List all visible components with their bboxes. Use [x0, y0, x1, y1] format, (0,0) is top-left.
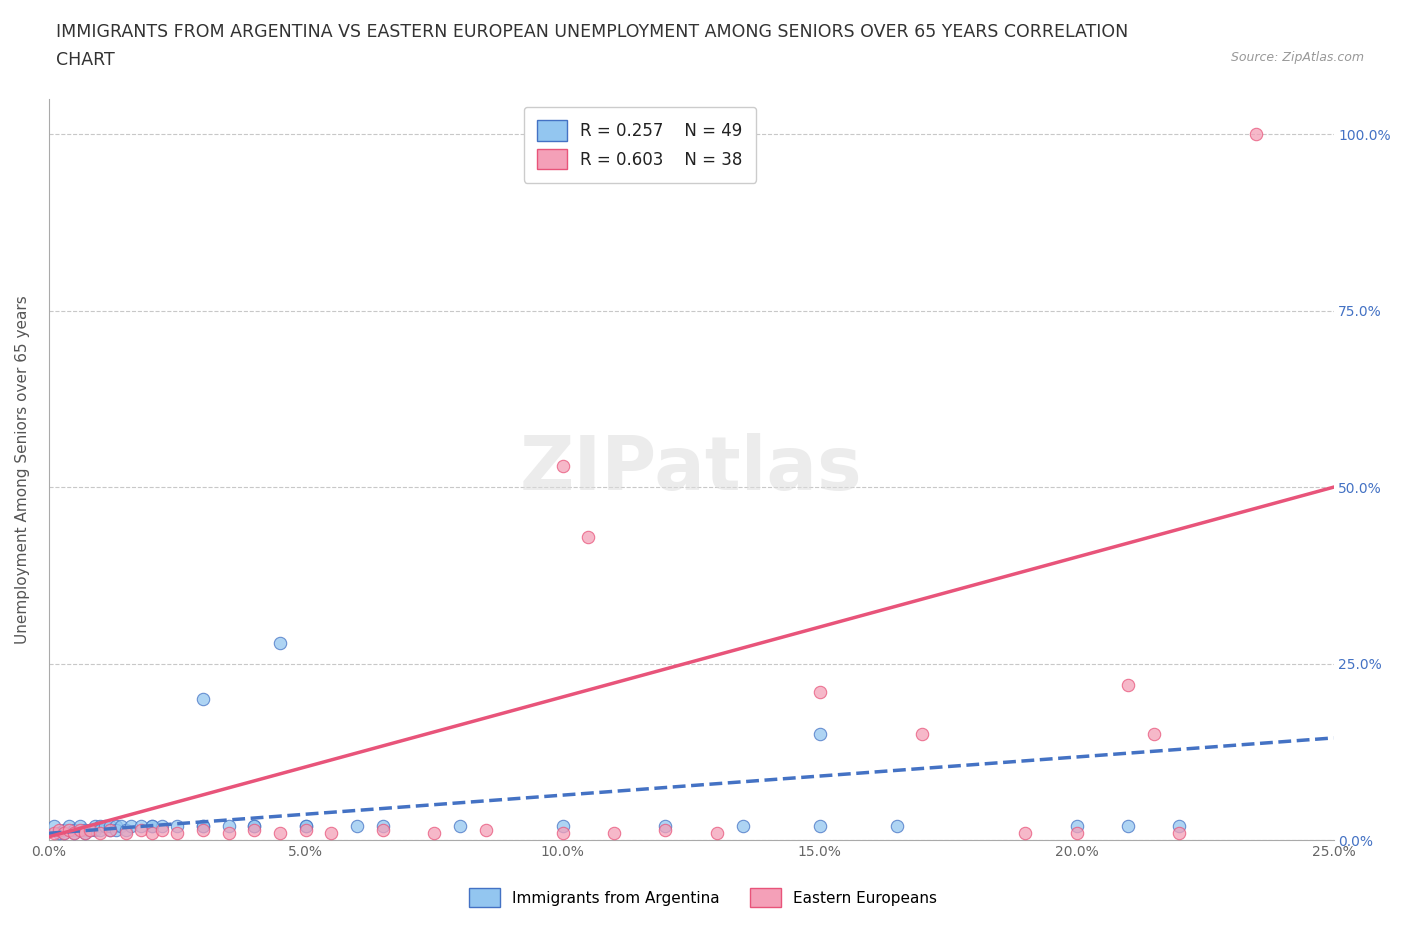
Point: [269, 826, 291, 841]
Point: [141, 818, 163, 833]
Point: [294, 818, 316, 833]
Point: [89, 818, 111, 833]
Point: [371, 822, 394, 837]
Point: [808, 727, 831, 742]
Text: CHART: CHART: [56, 51, 115, 69]
Point: [886, 818, 908, 833]
Point: [69, 822, 91, 837]
Point: [63, 822, 86, 837]
Point: [654, 818, 676, 833]
Point: [321, 826, 343, 841]
Point: [551, 826, 574, 841]
Point: [84, 818, 107, 833]
Point: [69, 818, 91, 833]
Point: [243, 818, 266, 833]
Point: [94, 818, 117, 833]
Point: [474, 822, 496, 837]
Point: [603, 826, 626, 841]
Point: [1116, 678, 1139, 693]
Point: [808, 818, 831, 833]
Point: [346, 818, 368, 833]
Text: Source: ZipAtlas.com: Source: ZipAtlas.com: [1230, 51, 1364, 64]
Point: [1168, 826, 1191, 841]
Point: [911, 727, 934, 742]
Point: [1116, 818, 1139, 833]
Point: [73, 826, 96, 841]
Point: [129, 822, 152, 837]
Point: [48, 822, 70, 837]
Point: [129, 818, 152, 833]
Point: [243, 818, 266, 833]
Point: [110, 818, 132, 833]
Point: [114, 822, 136, 837]
Text: ZIPatlas: ZIPatlas: [520, 433, 862, 506]
Point: [104, 818, 127, 833]
Point: [114, 826, 136, 841]
Point: [1143, 727, 1166, 742]
Point: [1014, 826, 1036, 841]
Point: [218, 826, 240, 841]
Point: [551, 458, 574, 473]
Point: [1246, 126, 1268, 141]
Point: [371, 818, 394, 833]
Point: [1168, 818, 1191, 833]
Legend: Immigrants from Argentina, Eastern Europeans: Immigrants from Argentina, Eastern Europ…: [463, 883, 943, 913]
Point: [53, 826, 76, 841]
Point: [166, 826, 188, 841]
Point: [218, 818, 240, 833]
Point: [79, 822, 101, 837]
Point: [706, 826, 728, 841]
Point: [150, 818, 173, 833]
Point: [294, 818, 316, 833]
Point: [100, 818, 122, 833]
Point: [73, 822, 96, 837]
Point: [58, 822, 80, 837]
Point: [1066, 818, 1088, 833]
Point: [120, 818, 142, 833]
Point: [423, 826, 446, 841]
Point: [79, 822, 101, 837]
Point: [53, 822, 76, 837]
Y-axis label: Unemployment Among Seniors over 65 years: Unemployment Among Seniors over 65 years: [15, 295, 30, 644]
Point: [63, 826, 86, 841]
Point: [191, 692, 214, 707]
Point: [449, 818, 471, 833]
Point: [73, 826, 96, 841]
Point: [100, 822, 122, 837]
Point: [166, 818, 188, 833]
Point: [191, 818, 214, 833]
Point: [1066, 826, 1088, 841]
Point: [731, 818, 754, 833]
Point: [243, 822, 266, 837]
Point: [100, 822, 122, 837]
Point: [89, 826, 111, 841]
Point: [808, 684, 831, 699]
Point: [53, 826, 76, 841]
Point: [58, 818, 80, 833]
Point: [63, 826, 86, 841]
Point: [294, 822, 316, 837]
Text: IMMIGRANTS FROM ARGENTINA VS EASTERN EUROPEAN UNEMPLOYMENT AMONG SENIORS OVER 65: IMMIGRANTS FROM ARGENTINA VS EASTERN EUR…: [56, 23, 1129, 41]
Point: [150, 822, 173, 837]
Point: [104, 822, 127, 837]
Point: [576, 529, 599, 544]
Point: [141, 826, 163, 841]
Point: [654, 822, 676, 837]
Point: [551, 818, 574, 833]
Point: [84, 822, 107, 837]
Point: [191, 818, 214, 833]
Point: [191, 822, 214, 837]
Point: [89, 822, 111, 837]
Point: [42, 818, 65, 833]
Point: [269, 635, 291, 650]
Legend: R = 0.257    N = 49, R = 0.603    N = 38: R = 0.257 N = 49, R = 0.603 N = 38: [523, 107, 756, 182]
Point: [42, 826, 65, 841]
Point: [141, 818, 163, 833]
Point: [48, 826, 70, 841]
